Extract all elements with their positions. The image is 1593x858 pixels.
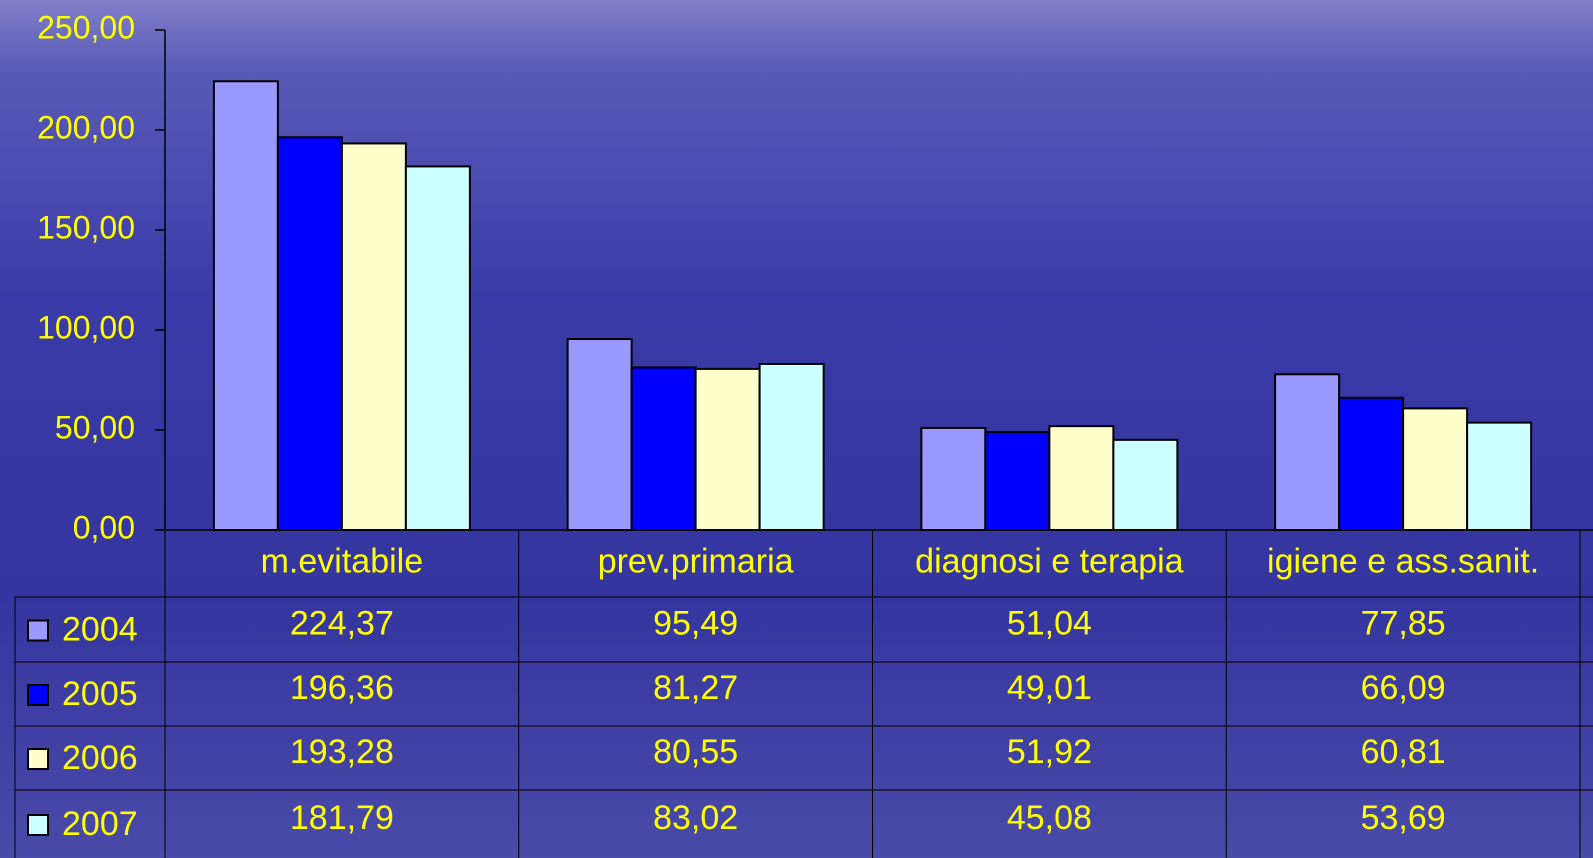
legend-label: 2004 — [62, 610, 138, 648]
data-label: 83,02 — [653, 799, 738, 837]
bar — [758, 362, 825, 531]
legend-label: 2006 — [62, 739, 138, 777]
y-tick-label: 250,00 — [37, 9, 135, 45]
bar — [1466, 421, 1533, 531]
bar — [404, 165, 471, 531]
legend-swatch — [27, 619, 49, 642]
bar — [630, 366, 697, 531]
y-tick-label: 50,00 — [55, 409, 135, 445]
bar — [1274, 373, 1341, 531]
y-tick-label: 100,00 — [37, 309, 135, 345]
bar — [276, 136, 343, 531]
data-label: 51,04 — [1007, 604, 1092, 642]
bar — [694, 367, 761, 531]
data-label: 49,01 — [1007, 669, 1092, 707]
bar — [212, 80, 279, 531]
legend-swatch — [27, 814, 49, 836]
data-label: 77,85 — [1361, 604, 1446, 642]
legend-swatch — [27, 748, 49, 770]
bar — [920, 426, 987, 532]
data-label: 66,09 — [1361, 669, 1446, 707]
data-label: 181,79 — [290, 799, 394, 837]
legend-label: 2007 — [62, 805, 138, 843]
x-tick-label: m.evitabile — [261, 542, 424, 580]
bar — [566, 338, 633, 531]
y-tick-label: 200,00 — [37, 109, 135, 145]
bar — [340, 142, 407, 531]
legend-swatch — [27, 684, 49, 706]
data-label: 95,49 — [653, 604, 738, 642]
data-label: 60,81 — [1361, 733, 1446, 771]
data-label: 80,55 — [653, 733, 738, 771]
data-label: 81,27 — [653, 669, 738, 707]
bar — [1402, 407, 1469, 532]
data-label: 51,92 — [1007, 733, 1092, 771]
data-label: 224,37 — [290, 604, 394, 642]
x-tick-label: diagnosi e terapia — [915, 542, 1184, 580]
bar — [984, 430, 1051, 532]
legend-label: 2005 — [62, 675, 138, 713]
data-label: 45,08 — [1007, 799, 1092, 837]
data-label: 196,36 — [290, 669, 394, 707]
bar — [1048, 425, 1115, 531]
y-tick-label: 150,00 — [37, 209, 135, 245]
x-tick-label: prev.primaria — [598, 542, 794, 580]
bar — [1338, 396, 1405, 531]
x-tick-label: igiene e ass.sanit. — [1267, 542, 1539, 580]
data-label: 193,28 — [290, 733, 394, 771]
y-tick-label: 0,00 — [73, 509, 135, 545]
data-label: 53,69 — [1361, 799, 1446, 837]
bar — [1112, 438, 1179, 531]
